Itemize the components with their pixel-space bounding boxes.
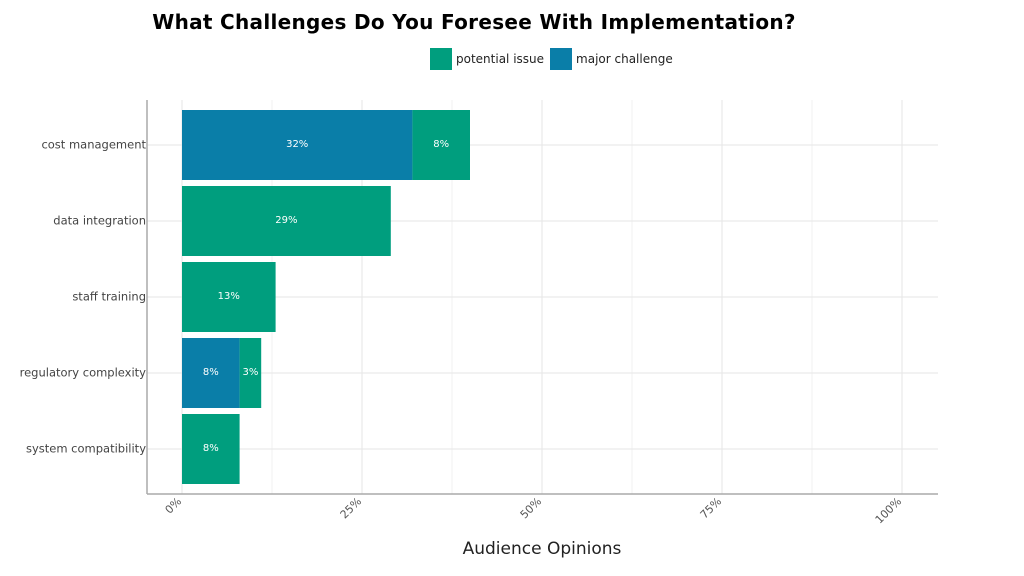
- legend-swatch-major-challenge: [550, 48, 573, 70]
- y-tick-label: data integration: [53, 214, 146, 228]
- bar-potential-issue: [412, 110, 470, 180]
- x-tick-label: 50%: [518, 495, 544, 521]
- x-tick-label: 0%: [163, 495, 185, 517]
- y-tick-label: staff training: [72, 290, 146, 304]
- y-tick-label: system compatibility: [26, 442, 146, 456]
- bar-major-challenge: [182, 110, 413, 180]
- data-label: 29%: [275, 215, 297, 226]
- data-label: 8%: [203, 443, 219, 454]
- y-tick-label: regulatory complexity: [20, 366, 147, 380]
- data-label: 32%: [286, 139, 308, 150]
- x-tick-label: 75%: [698, 495, 724, 521]
- legend-swatch-potential-issue: [430, 48, 452, 70]
- bar-potential-issue: [182, 262, 276, 332]
- data-label: 13%: [218, 291, 240, 302]
- bar-potential-issue: [182, 414, 240, 484]
- bar-major-challenge: [182, 338, 240, 408]
- data-label: 8%: [433, 139, 449, 150]
- data-label: 3%: [242, 367, 258, 378]
- legend-item-major-challenge: major challenge: [550, 48, 673, 70]
- legend: potential issue major challenge: [430, 48, 679, 70]
- legend-item-potential-issue: potential issue: [430, 48, 544, 70]
- y-tick-label: cost management: [41, 138, 146, 152]
- x-tick-label: 100%: [873, 495, 904, 526]
- legend-label-major-challenge: major challenge: [576, 52, 673, 66]
- x-axis-title: Audience Opinions: [462, 539, 622, 559]
- x-tick-label: 25%: [338, 495, 364, 521]
- chart-title: What Challenges Do You Foresee With Impl…: [152, 10, 796, 34]
- data-label: 8%: [203, 367, 219, 378]
- bar-potential-issue: [182, 186, 391, 256]
- legend-label-potential-issue: potential issue: [456, 52, 545, 66]
- bar-potential-issue: [239, 338, 262, 408]
